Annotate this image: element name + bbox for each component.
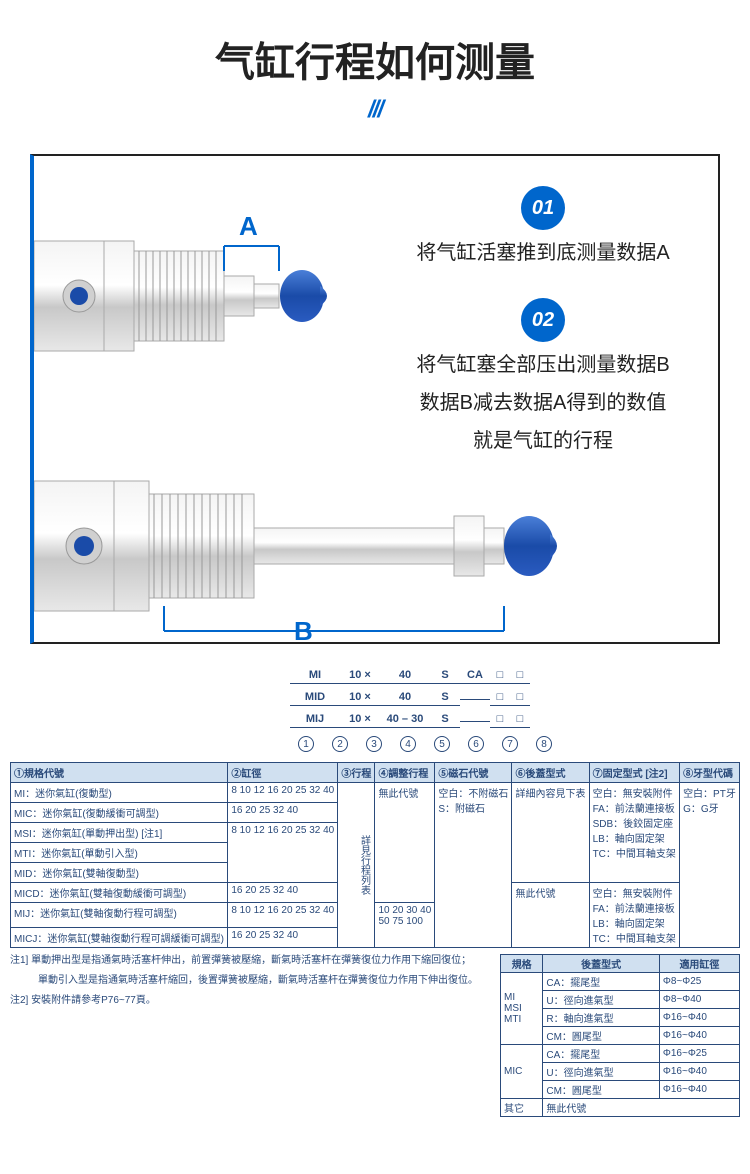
- number-circle: 6: [468, 736, 484, 752]
- model-cell: □: [510, 667, 530, 684]
- instruction-panel: 01 将气缸活塞推到底测量数据A 02 将气缸塞全部压出测量数据B 数据B减去数…: [30, 154, 720, 644]
- model-cell: 10 ×: [340, 711, 380, 728]
- table-header: ①規格代號: [11, 763, 228, 783]
- badge-01: 01: [521, 186, 565, 230]
- table-header: ③行程: [338, 763, 375, 783]
- cylinder-retracted-illustration: [34, 216, 354, 376]
- model-row: MI10 ×40SCA□□: [290, 664, 740, 686]
- table-row: 其它無此代號: [501, 1099, 740, 1117]
- model-cell: □: [490, 689, 510, 706]
- model-code-examples: MI10 ×40SCA□□MID10 ×40S□□MIJ10 ×40 – 30S…: [290, 664, 740, 752]
- model-cell: 10 ×: [340, 667, 380, 684]
- model-cell: □: [490, 711, 510, 728]
- model-cell: 40 – 30: [380, 711, 430, 728]
- number-circle: 3: [366, 736, 382, 752]
- model-cell: 10 ×: [340, 689, 380, 706]
- model-cell: [460, 717, 490, 722]
- model-cell: 40: [380, 667, 430, 684]
- model-cell: MIJ: [290, 711, 340, 728]
- specification-table: ①規格代號②缸徑③行程④調整行程⑤磁石代號⑥後蓋型式⑦固定型式 [注2]⑧牙型代…: [10, 762, 740, 948]
- model-cell: MID: [290, 689, 340, 706]
- model-cell: S: [430, 667, 460, 684]
- table-header: ⑦固定型式 [注2]: [589, 763, 679, 783]
- model-cell: □: [510, 689, 530, 706]
- number-circle: 5: [434, 736, 450, 752]
- number-circle: 8: [536, 736, 552, 752]
- model-cell: □: [490, 667, 510, 684]
- specification-section: MI10 ×40SCA□□MID10 ×40S□□MIJ10 ×40 – 30S…: [0, 664, 750, 1137]
- table-header: ④調整行程: [375, 763, 435, 783]
- step-2-text-b: 数据B减去数据A得到的数值: [388, 388, 698, 418]
- instruction-text: 01 将气缸活塞推到底测量数据A 02 将气缸塞全部压出测量数据B 数据B减去数…: [388, 186, 698, 456]
- table-header: ⑤磁石代號: [435, 763, 512, 783]
- number-circle: 7: [502, 736, 518, 752]
- model-cell: MI: [290, 667, 340, 684]
- decorative-slashes: ///: [0, 96, 750, 124]
- step-1: 01 将气缸活塞推到底测量数据A: [388, 186, 698, 268]
- table-row: MI MSI MTICA：擺尾型Φ8~Φ25: [501, 973, 740, 991]
- badge-02: 02: [521, 298, 565, 342]
- number-circle: 4: [400, 736, 416, 752]
- model-cell: [460, 695, 490, 700]
- column-number-labels: 1 2 3 4 5 6 7 8: [298, 736, 740, 752]
- page-header: 气缸行程如何测量 ///: [0, 0, 750, 134]
- table-header: ⑧牙型代碼: [680, 763, 740, 783]
- number-circle: 2: [332, 736, 348, 752]
- model-row: MIJ10 ×40 – 30S □□: [290, 708, 740, 730]
- page-title: 气缸行程如何测量: [0, 30, 750, 88]
- rear-cover-type-table: 規格後蓋型式適用缸徑 MI MSI MTICA：擺尾型Φ8~Φ25 U：徑向進氣…: [500, 954, 740, 1117]
- step-1-text: 将气缸活塞推到底测量数据A: [388, 238, 698, 268]
- table-header: 適用缸徑: [659, 955, 739, 973]
- number-circle: 1: [298, 736, 314, 752]
- model-cell: CA: [460, 667, 490, 684]
- model-cell: □: [510, 711, 530, 728]
- table-header: 後蓋型式: [543, 955, 660, 973]
- step-2-text-c: 就是气缸的行程: [388, 426, 698, 456]
- step-2-text-a: 将气缸塞全部压出测量数据B: [388, 350, 698, 380]
- table-row: MI：迷你氣缸(復動型)8 10 12 16 20 25 32 40 詳見行程列…: [11, 783, 740, 803]
- table-header: 規格: [501, 955, 543, 973]
- table-row: MICCA：擺尾型Φ16~Φ25: [501, 1045, 740, 1063]
- step-2: 02 将气缸塞全部压出测量数据B 数据B减去数据A得到的数值 就是气缸的行程: [388, 298, 698, 456]
- table-header: ②缸徑: [228, 763, 338, 783]
- model-cell: S: [430, 711, 460, 728]
- table-header: ⑥後蓋型式: [512, 763, 589, 783]
- model-row: MID10 ×40S □□: [290, 686, 740, 708]
- model-cell: 40: [380, 689, 430, 706]
- cylinder-extended-illustration: [34, 456, 564, 636]
- model-cell: S: [430, 689, 460, 706]
